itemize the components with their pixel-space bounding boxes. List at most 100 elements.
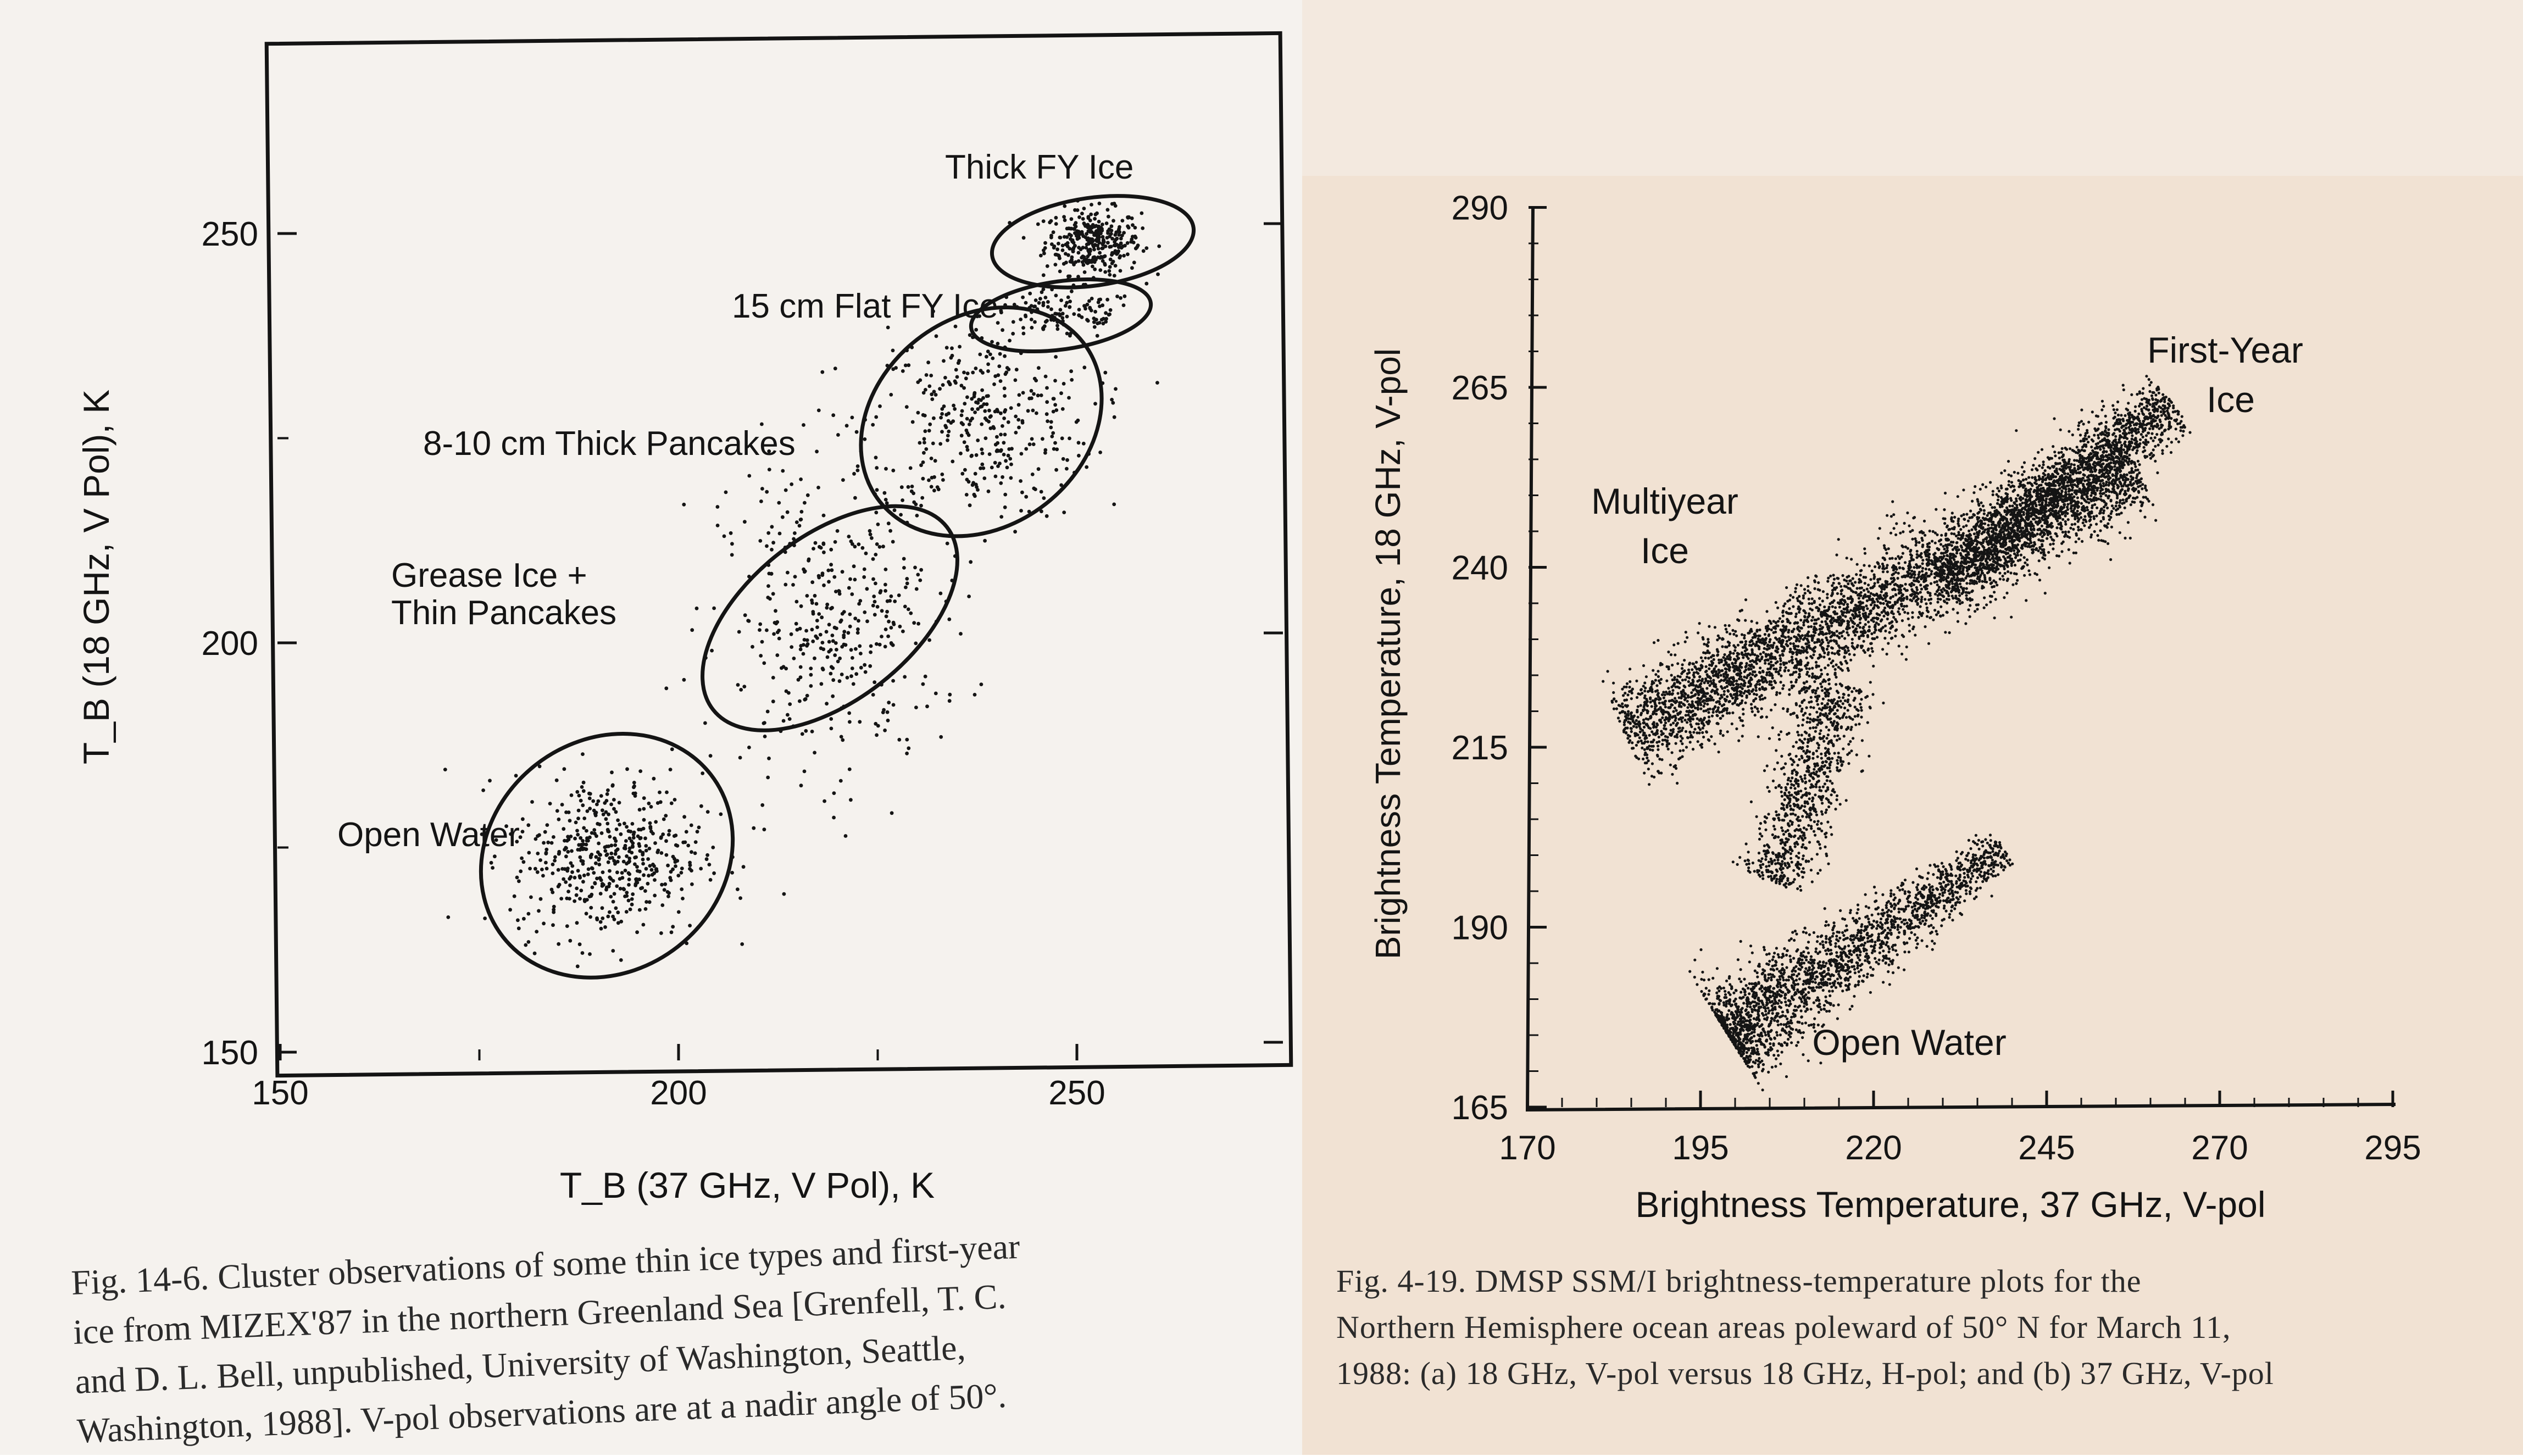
scatter-point [1831, 601, 1834, 604]
scatter-point [705, 853, 709, 857]
scatter-point [975, 453, 979, 457]
scatter-point [2139, 485, 2142, 487]
scatter-point [1020, 491, 1024, 494]
scatter-point [943, 424, 947, 428]
scatter-point [799, 675, 803, 679]
scatter-point [552, 908, 555, 912]
scatter-point [1991, 595, 1993, 598]
scatter-point [1919, 605, 1922, 608]
scatter-point [1886, 570, 1889, 573]
scatter-point [1866, 588, 1869, 591]
scatter-point [1031, 409, 1035, 413]
scatter-point [786, 510, 790, 514]
scatter-point [1892, 616, 1895, 619]
left-annotation-thin-pancakes: Thin Pancakes [391, 594, 616, 632]
scatter-point [1723, 690, 1726, 693]
scatter-point [1037, 301, 1041, 305]
scatter-point [1683, 704, 1686, 707]
scatter-point [1696, 668, 1698, 670]
scatter-point [680, 887, 683, 891]
scatter-point [1750, 707, 1753, 710]
scatter-point [813, 751, 816, 755]
scatter-point [1723, 653, 1726, 656]
scatter-point [874, 553, 877, 557]
scatter-point [988, 452, 992, 456]
scatter-point [1657, 748, 1659, 751]
scatter-point [608, 876, 612, 880]
scatter-point [1928, 568, 1931, 571]
scatter-point [1892, 580, 1894, 583]
scatter-point [1637, 716, 1640, 719]
scatter-point [1631, 719, 1634, 721]
scatter-point [770, 548, 774, 552]
scatter-point [1813, 601, 1816, 604]
scatter-point [697, 826, 701, 830]
scatter-point [1054, 263, 1058, 266]
scatter-point [588, 952, 592, 956]
scatter-point [1722, 693, 1725, 696]
scatter-point [981, 452, 985, 455]
scatter-point [1629, 735, 1631, 737]
x-tick-label: 250 [1048, 1074, 1105, 1112]
scatter-point [723, 535, 726, 538]
scatter-point [891, 469, 895, 473]
scatter-point [1698, 726, 1700, 729]
scatter-point [1853, 653, 1855, 656]
scatter-point [1110, 253, 1114, 257]
scatter-point [1004, 370, 1008, 374]
scatter-point [2126, 485, 2129, 487]
scatter-point [885, 501, 889, 505]
scatter-point [1909, 598, 1911, 601]
scatter-point [781, 515, 785, 519]
scatter-point [719, 813, 723, 816]
scatter-point [1018, 393, 1021, 397]
scatter-point [570, 849, 574, 853]
scatter-point [1625, 705, 1628, 708]
scatter-point [1724, 624, 1726, 627]
scatter-point [1885, 548, 1887, 551]
scatter-point [737, 630, 741, 634]
scatter-point [786, 571, 790, 575]
scatter-point [1067, 226, 1071, 230]
scatter-point [1765, 610, 1768, 613]
scatter-point [601, 882, 604, 886]
scatter-point [890, 811, 894, 815]
scatter-point [1629, 668, 1631, 670]
scatter-point [751, 645, 754, 649]
scatter-point [952, 404, 955, 408]
scatter-point [1714, 742, 1716, 745]
scatter-point [1778, 637, 1781, 640]
scatter-point [1898, 607, 1900, 610]
scatter-point [903, 675, 907, 679]
scatter-point [1686, 706, 1689, 709]
scatter-point [1687, 680, 1690, 683]
scatter-point [1709, 699, 1712, 702]
scatter-point [886, 326, 890, 330]
scatter-point [959, 632, 963, 636]
scatter-point [586, 873, 590, 876]
scatter-point [716, 505, 720, 509]
scatter-point [974, 328, 978, 332]
scatter-point [578, 855, 582, 859]
scatter-point [1099, 226, 1103, 230]
scatter-point [653, 878, 657, 882]
scatter-point [854, 672, 858, 676]
scatter-point [770, 525, 774, 529]
scatter-point [1784, 666, 1787, 669]
scatter-point [1059, 391, 1063, 395]
scatter-point [1719, 697, 1721, 700]
scatter-point [669, 879, 673, 882]
scatter-point [1679, 749, 1681, 752]
scatter-point [1126, 224, 1130, 228]
scatter-point [609, 803, 613, 807]
scatter-point [1099, 231, 1103, 235]
scatter-point [2072, 528, 2075, 531]
scatter-point [1791, 662, 1794, 664]
scatter-point [1921, 570, 1924, 573]
scatter-point [1766, 658, 1769, 661]
scatter-point [1882, 557, 1885, 559]
scatter-point [1770, 665, 1772, 668]
scatter-point [1060, 436, 1064, 440]
scatter-point [550, 888, 554, 892]
scatter-point [1658, 702, 1661, 704]
